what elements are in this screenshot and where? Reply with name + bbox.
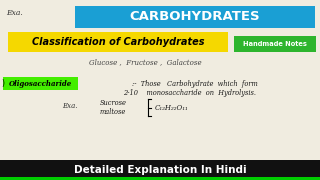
Text: Oligosaccharide: Oligosaccharide: [9, 80, 72, 87]
Text: CARBOHYDRATES: CARBOHYDRATES: [130, 10, 260, 24]
Text: Detailed Explanation In Hindi: Detailed Explanation In Hindi: [74, 165, 246, 175]
Text: maltose: maltose: [100, 108, 126, 116]
FancyBboxPatch shape: [75, 6, 315, 28]
Text: Sucrose: Sucrose: [100, 99, 127, 107]
FancyBboxPatch shape: [3, 77, 78, 90]
Text: Glucose ,  Fructose ,  Galactose: Glucose , Fructose , Galactose: [89, 58, 201, 66]
Text: 2-10    monosaccharide  on  Hydrolysis.: 2-10 monosaccharide on Hydrolysis.: [124, 89, 257, 97]
Text: C₁₂H₂₂O₁₁: C₁₂H₂₂O₁₁: [155, 104, 189, 112]
FancyBboxPatch shape: [8, 32, 228, 52]
FancyBboxPatch shape: [234, 36, 316, 52]
Text: :-  Those   Carbohydrate  which  form: :- Those Carbohydrate which form: [132, 80, 258, 88]
Text: Exa.: Exa.: [62, 102, 77, 110]
Text: Handmade Notes: Handmade Notes: [243, 41, 307, 47]
Text: Classification of Carbohydrates: Classification of Carbohydrates: [32, 37, 204, 47]
FancyBboxPatch shape: [0, 160, 320, 180]
Text: ): ): [1, 79, 4, 88]
Text: Exa.: Exa.: [6, 9, 23, 17]
FancyBboxPatch shape: [0, 177, 320, 180]
